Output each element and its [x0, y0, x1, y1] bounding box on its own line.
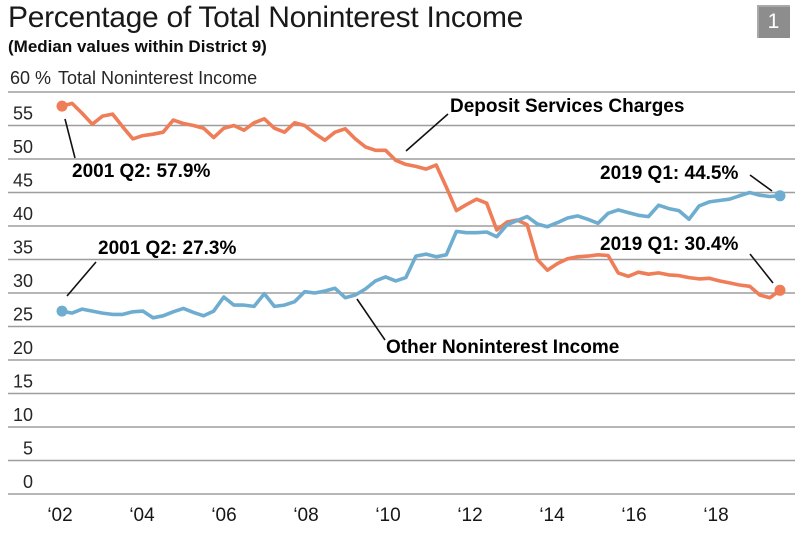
y-tick-label-20: 20	[13, 338, 33, 358]
y-tick-label-40: 40	[13, 204, 33, 224]
y-tick-label-50: 50	[13, 137, 33, 157]
y-tick-label-25: 25	[13, 305, 33, 325]
pointer-line-deposit-end	[749, 253, 774, 284]
series-line-1	[60, 190, 782, 320]
x-tick-label-6: ‘12	[457, 505, 482, 526]
other-end-value-label: 2019 Q1: 44.5%	[600, 163, 738, 184]
x-axis-layer: ‘02 ‘04 ‘06 ‘08 ‘10 ‘12 ‘14 ‘16 ‘18	[47, 505, 728, 526]
figure-number: 1	[767, 9, 780, 33]
y-tick-label-10: 10	[13, 405, 33, 425]
y-tick-label-15: 15	[13, 372, 33, 392]
y-tick-label-45: 45	[13, 171, 33, 191]
page-subtitle: (Median values within District 9)	[8, 37, 267, 56]
figure-number-badge: 1	[757, 5, 790, 38]
series-1-endpoint-marker	[774, 190, 786, 202]
pointer-line-deposit-series	[405, 113, 449, 152]
y-axis-title: Total Noninterest Income	[58, 68, 257, 88]
series-1-endpoint-marker	[56, 305, 68, 317]
x-tick-label-2: ‘04	[129, 505, 155, 526]
deposit-series-label: Deposit Services Charges	[450, 96, 684, 117]
y-tick-label-35: 35	[13, 238, 33, 258]
x-tick-label-4: ‘08	[293, 505, 318, 526]
series-0-endpoint-marker	[774, 284, 786, 296]
x-tick-label-8: ‘16	[621, 505, 646, 526]
series-0-endpoint-marker	[56, 100, 68, 112]
deposit-end-value-label: 2019 Q1: 30.4%	[600, 234, 738, 255]
series-line-0	[60, 101, 782, 300]
deposit-start-value-label: 2001 Q2: 57.9%	[72, 161, 210, 182]
pointer-line-other-start	[66, 261, 97, 297]
other-series-label: Other Noninterest Income	[386, 337, 619, 358]
pointer-line-other-series	[356, 298, 386, 341]
x-tick-label-7: ‘14	[539, 505, 565, 526]
x-tick-label-5: ‘10	[375, 505, 400, 526]
x-tick-label-1: ‘02	[47, 505, 72, 526]
y-tick-label-5: 5	[23, 439, 33, 459]
x-tick-label-9: ‘18	[703, 505, 728, 526]
other-start-value-label: 2001 Q2: 27.3%	[98, 238, 236, 259]
y-tick-label-0: 0	[23, 472, 33, 492]
page-title: Percentage of Total Noninterest Income	[8, 1, 524, 34]
y-tick-label-55: 55	[13, 104, 33, 124]
pointer-line-deposit-start	[64, 118, 76, 159]
y-tick-label-30: 30	[13, 271, 33, 291]
series-layer	[56, 100, 786, 320]
x-tick-label-3: ‘06	[211, 505, 236, 526]
y-axis-top-tick: 60 %	[10, 68, 51, 88]
annotation-layer: Deposit Services Charges Other Nonintere…	[64, 96, 774, 358]
pointer-line-other-end	[749, 174, 773, 192]
